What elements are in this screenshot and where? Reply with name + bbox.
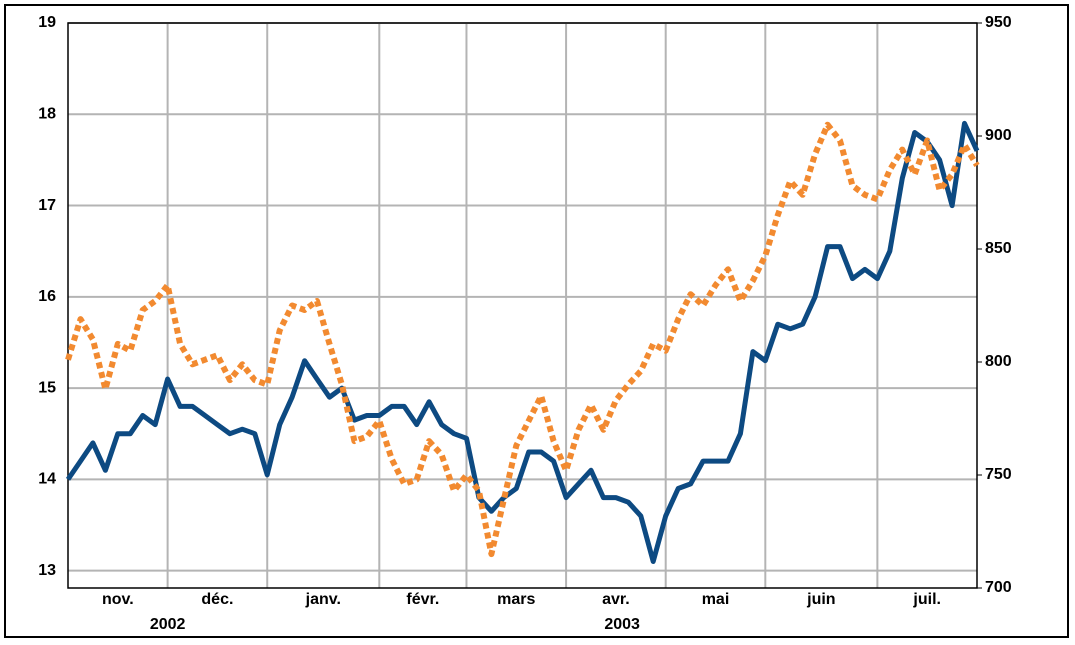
x-tick-label: mars [497,591,535,608]
y2-tick-label: 950 [985,14,1012,31]
x-tick-label: mai [702,591,730,608]
series-line [65,121,980,558]
y-tick-label: 19 [38,14,56,31]
y-tick-label: 14 [38,471,56,488]
y2-tick-label: 900 [985,127,1012,144]
y-tick-label: 15 [38,379,56,396]
y-tick-label: 16 [38,288,56,305]
series-line [65,120,980,564]
x-tick-label: avr. [602,591,630,608]
y-tick-label: 13 [38,562,56,579]
x-tick-label: juin [806,591,835,608]
y2-tick-label: 750 [985,466,1012,483]
y-tick-label: 18 [38,105,56,122]
x-tick-label: juil. [912,591,941,608]
x-tick-label: déc. [201,591,233,608]
x-tick-label: févr. [406,591,439,608]
year-label: 2002 [150,616,186,633]
y2-tick-label: 800 [985,353,1012,370]
year-label: 2003 [604,616,640,633]
plot-frame [67,22,978,589]
x-tick-label: janv. [305,591,341,608]
chart-frame [4,4,1069,638]
y2-tick-label: 700 [985,579,1012,596]
x-tick-label: nov. [102,591,134,608]
y2-tick-label: 850 [985,240,1012,257]
y-tick-label: 17 [38,197,56,214]
